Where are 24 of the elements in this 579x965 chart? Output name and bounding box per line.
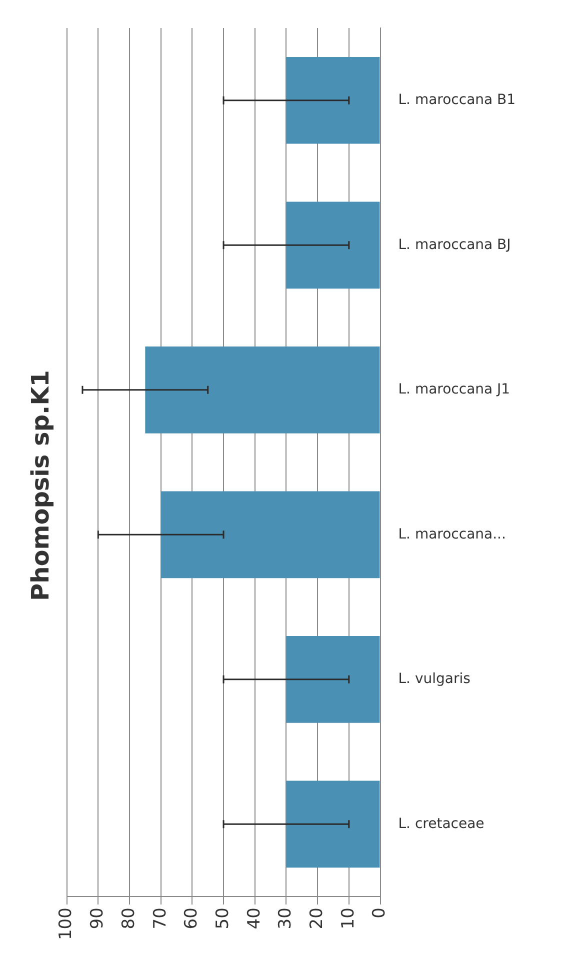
x-tick-label: 0 [370,908,390,918]
x-tick-label: 100 [56,908,76,940]
x-tick-label: 30 [276,908,296,930]
y-tick-label: L. vulgaris [398,671,470,688]
bar [160,491,380,578]
x-tick-label: 40 [244,908,264,930]
x-tick-label: 10 [338,908,358,930]
x-tick-label: 20 [306,908,327,930]
y-tick-label: L. maroccana J1 [398,382,510,398]
y-tick-label: L. maroccana... [398,526,506,542]
bar [286,780,380,868]
y-tick-label: L. cretaceae [398,816,484,832]
bar [286,202,380,289]
x-tick-label: 50 [212,908,233,930]
y-tick-label: L. maroccana B1 [398,92,516,108]
bar [286,56,380,144]
x-tick-label: 90 [88,908,108,930]
x-tick-label: 60 [182,908,202,930]
text: Phomopsis sp.K1 [26,370,55,601]
y-tick-label: L. maroccana BJ [398,236,511,253]
bar [286,636,380,723]
x-tick-label: 80 [118,908,139,930]
x-tick-label: 70 [150,908,170,930]
bar [145,346,380,434]
